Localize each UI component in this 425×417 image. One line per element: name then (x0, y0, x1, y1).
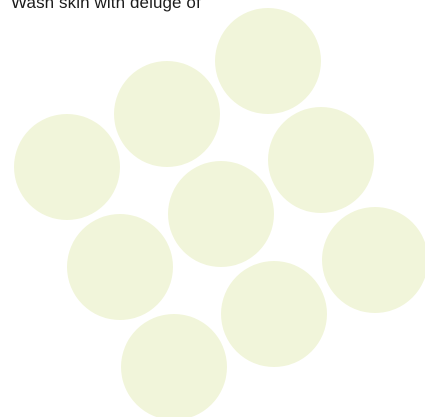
circle-decoration (67, 214, 173, 320)
circle-decoration (114, 61, 220, 167)
circle-decoration (221, 261, 327, 367)
circle-decoration (168, 161, 274, 267)
circle-decoration (121, 314, 227, 417)
circle-decoration (14, 114, 120, 220)
instruction-text: Wash skin with deluge of (11, 0, 201, 12)
circle-decoration (215, 8, 321, 114)
circle-decoration (322, 207, 425, 313)
circle-decoration (268, 107, 374, 213)
